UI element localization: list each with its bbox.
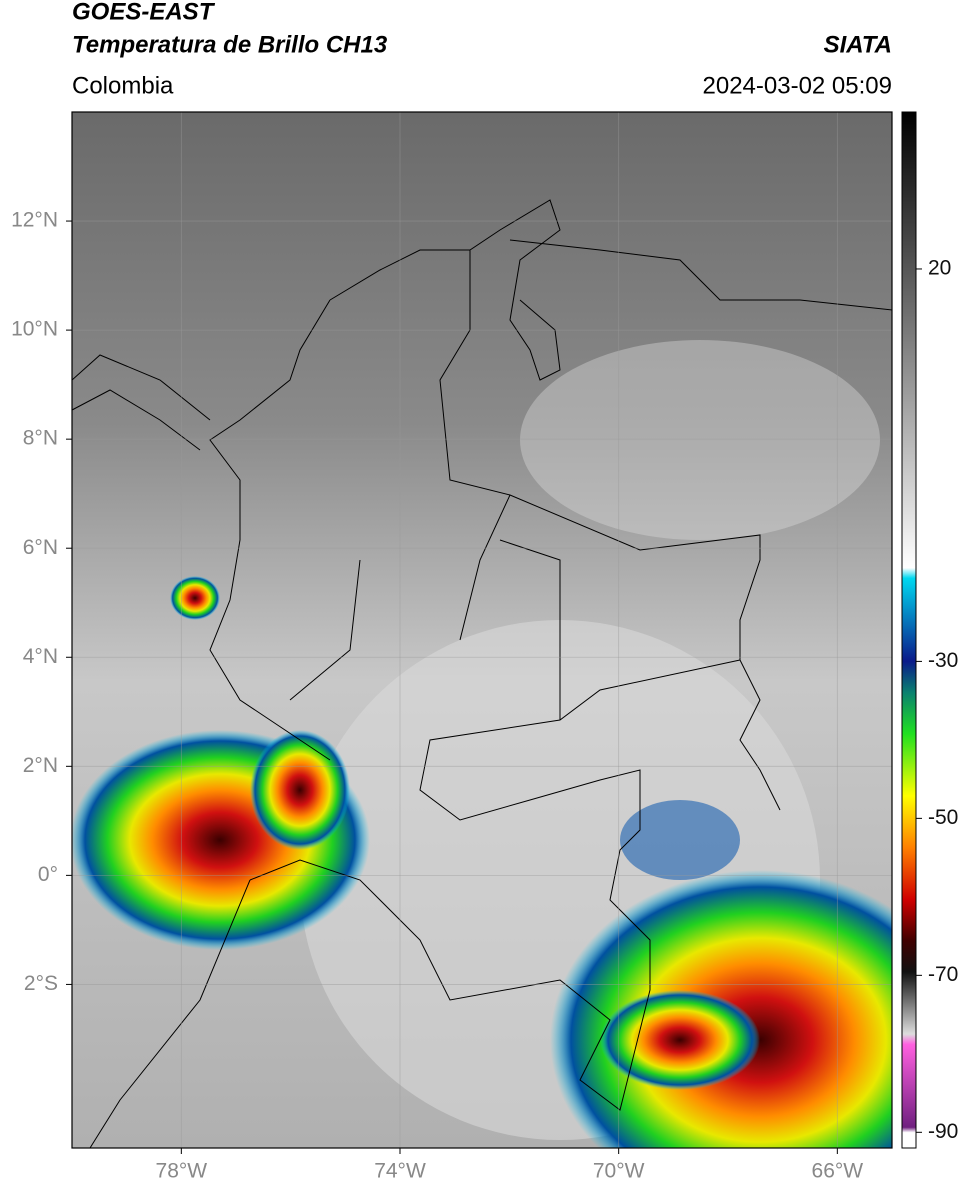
x-tick-label: 66°W bbox=[812, 1160, 864, 1183]
region: Colombia bbox=[72, 72, 174, 99]
colorbar-tick-label: 20 bbox=[928, 257, 951, 280]
y-tick-label: 4°N bbox=[23, 645, 58, 668]
y-tick-label: 2°N bbox=[23, 754, 58, 777]
colorbar-tick-label: -70 bbox=[928, 963, 958, 986]
x-tick-label: 70°W bbox=[593, 1160, 645, 1183]
subtitle: Temperatura de Brillo CH13 bbox=[72, 31, 388, 58]
colorbar-tick-label: -90 bbox=[928, 1120, 958, 1143]
map-frame bbox=[71, 111, 893, 1149]
colorbar bbox=[901, 111, 917, 1149]
y-tick-label: 10°N bbox=[11, 318, 58, 341]
datetime: 2024-03-02 05:09 bbox=[703, 72, 893, 99]
y-tick-label: 0° bbox=[38, 863, 58, 886]
y-tick-label: 8°N bbox=[23, 427, 58, 450]
graticule bbox=[72, 112, 892, 1148]
title: GOES-EAST bbox=[72, 0, 216, 25]
colorbar-tick-label: -50 bbox=[928, 806, 958, 829]
y-tick-label: 6°N bbox=[23, 536, 58, 559]
map-image bbox=[72, 112, 892, 1148]
x-tick-label: 74°W bbox=[374, 1160, 426, 1183]
colorbar-tick-label: -30 bbox=[928, 649, 958, 672]
y-tick-label: 2°S bbox=[24, 972, 58, 995]
x-tick-label: 78°W bbox=[156, 1160, 208, 1183]
y-tick-label: 12°N bbox=[11, 209, 58, 232]
agency: SIATA bbox=[824, 31, 892, 58]
